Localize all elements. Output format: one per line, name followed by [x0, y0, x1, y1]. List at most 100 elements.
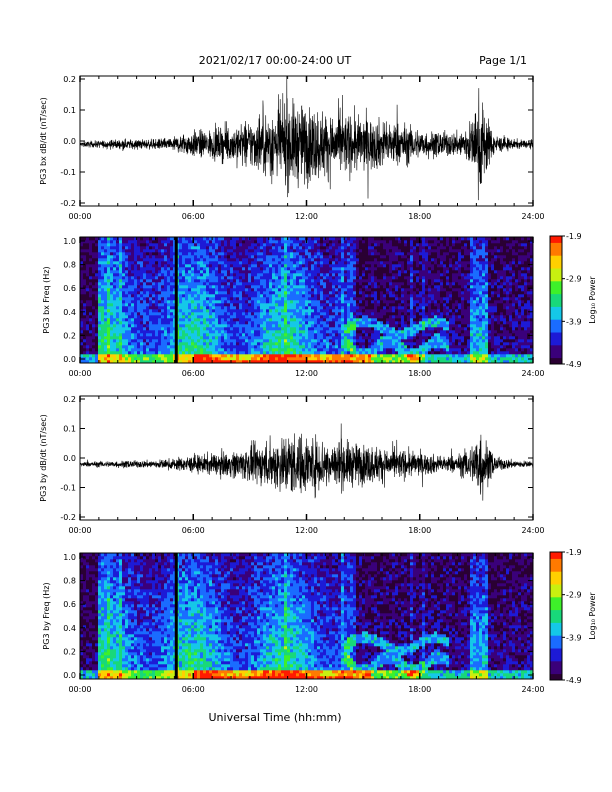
spectrogram-cell	[389, 336, 393, 340]
spectrogram-cell	[83, 318, 87, 322]
spectrogram-cell	[377, 312, 381, 316]
spectrogram-cell	[257, 246, 261, 250]
spectrogram-cell	[128, 279, 132, 283]
spectrogram-cell	[143, 348, 147, 352]
spectrogram-cell	[242, 345, 246, 349]
spectrogram-cell	[122, 279, 126, 283]
spectrogram-cell	[92, 312, 96, 316]
spectrogram-cell	[314, 306, 318, 310]
spectrogram-cell	[125, 327, 129, 331]
spectrogram-cell	[200, 300, 204, 304]
spectrogram-cell	[320, 297, 324, 301]
spectrogram-cell	[374, 321, 378, 325]
spectrogram-cell	[185, 345, 189, 349]
spectrogram-cell	[329, 315, 333, 319]
spectrogram-cell	[383, 336, 387, 340]
spectrogram-cell	[410, 309, 414, 313]
spectrogram-cell	[284, 327, 288, 331]
spectrogram-cell	[161, 318, 165, 322]
spectrogram-cell	[182, 330, 186, 334]
spectrogram-cell	[365, 303, 369, 307]
spectrogram-cell	[260, 267, 264, 271]
spectrogram-cell	[389, 309, 393, 313]
spectrogram-cell	[104, 240, 108, 244]
spectrogram-cell	[296, 360, 300, 364]
spectrogram-cell	[266, 312, 270, 316]
spectrogram-cell	[98, 354, 102, 358]
spectrogram-cell	[392, 321, 396, 325]
spectrogram-cell	[395, 288, 399, 292]
spectrogram-cell	[119, 237, 123, 241]
spectrogram-cell	[272, 240, 276, 244]
spectrogram-cell	[131, 264, 135, 268]
spectrogram-cell	[80, 300, 84, 304]
spectrogram-cell	[293, 273, 297, 277]
spectrogram-cell	[344, 333, 348, 337]
spectrogram-cell	[119, 243, 123, 247]
spectrogram-cell	[404, 291, 408, 295]
spectrogram-cell	[230, 261, 234, 265]
spectrogram-cell	[95, 324, 99, 328]
spectrogram-cell	[317, 258, 321, 262]
spectrogram-cell	[173, 273, 177, 277]
spectrogram-cell	[137, 273, 141, 277]
page-label: Page 1/1	[479, 54, 527, 67]
spectrogram-cell	[92, 255, 96, 259]
spectrogram-cell	[185, 267, 189, 271]
spectrogram-cell	[104, 303, 108, 307]
spectrogram-cell	[122, 315, 126, 319]
spectrogram-cell	[377, 291, 381, 295]
spectrogram-cell	[131, 261, 135, 265]
spectrogram-cell	[353, 309, 357, 313]
spectrogram-cell	[308, 255, 312, 259]
spectrogram-cell	[200, 243, 204, 247]
spectrogram-cell	[113, 258, 117, 262]
spectrogram-cell	[266, 327, 270, 331]
spectrogram-cell	[296, 285, 300, 289]
spectrogram-cell	[80, 243, 84, 247]
spectrogram-cell	[383, 297, 387, 301]
spectrogram-cell	[194, 336, 198, 340]
spectrogram-cell	[239, 297, 243, 301]
spectrogram-cell	[281, 324, 285, 328]
spectrogram-cell	[311, 282, 315, 286]
spectrogram-cell	[419, 288, 423, 292]
spectrogram-cell	[356, 264, 360, 268]
spectrogram-cell	[278, 270, 282, 274]
spectrogram-cell	[107, 267, 111, 271]
spectrogram-cell	[287, 258, 291, 262]
spectrogram-cell	[131, 267, 135, 271]
spectrogram-cell	[407, 336, 411, 340]
spectrogram-cell	[83, 282, 87, 286]
spectrogram-cell	[275, 270, 279, 274]
spectrogram-cell	[107, 348, 111, 352]
spectrogram-cell	[164, 309, 168, 313]
spectrogram-cell	[311, 240, 315, 244]
spectrogram-cell	[380, 288, 384, 292]
spectrogram-cell	[158, 291, 162, 295]
spectrogram-cell	[401, 285, 405, 289]
spectrogram-cell	[254, 324, 258, 328]
spectrogram-cell	[416, 342, 420, 346]
spectrogram-cell	[305, 291, 309, 295]
spectrogram-cell	[299, 327, 303, 331]
spectrogram-cell	[332, 258, 336, 262]
spectrogram-cell	[170, 336, 174, 340]
spectrogram-cell	[233, 354, 237, 358]
spectrogram-cell	[167, 282, 171, 286]
spectrogram-cell	[89, 237, 93, 241]
spectrogram-cell	[164, 279, 168, 283]
spectrogram-cell	[101, 255, 105, 259]
spectrogram-cell	[236, 330, 240, 334]
spectrogram-cell	[218, 333, 222, 337]
spectrogram-cell	[338, 354, 342, 358]
spectrogram-cell	[335, 279, 339, 283]
spectrogram-cell	[83, 273, 87, 277]
spectrogram-cell	[146, 327, 150, 331]
spectrogram-cell	[212, 360, 216, 364]
spectrogram-cell	[230, 318, 234, 322]
spectrogram-cell	[155, 285, 159, 289]
spectrogram-cell	[425, 303, 429, 307]
spectrogram-cell	[83, 252, 87, 256]
spectrogram-cell	[302, 348, 306, 352]
